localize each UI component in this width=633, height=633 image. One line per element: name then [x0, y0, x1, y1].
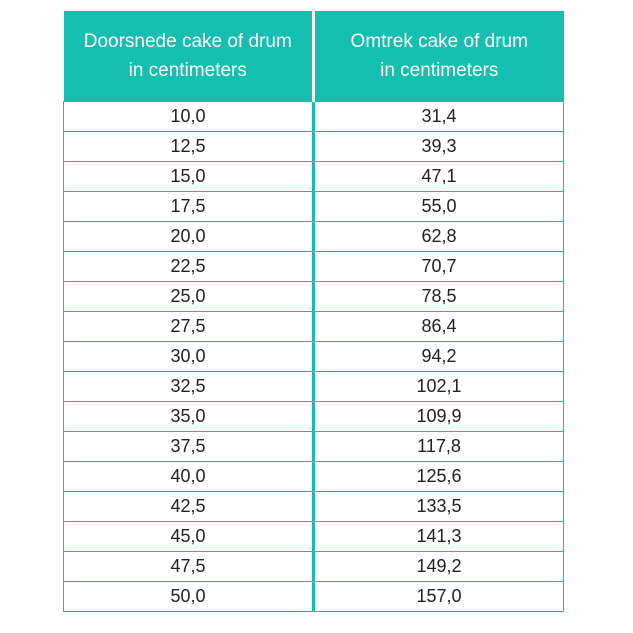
table-row: 40,0 125,6 — [63, 461, 564, 492]
table-row: 37,5 117,8 — [63, 431, 564, 462]
cell-diameter: 22,5 — [63, 251, 315, 282]
diameter-circumference-table: Doorsnede cake of drum in centimeters Om… — [63, 11, 564, 612]
table-row: 22,5 70,7 — [63, 251, 564, 282]
header-diameter-line1: Doorsnede cake of drum — [83, 31, 292, 52]
cell-diameter: 37,5 — [63, 431, 315, 462]
cell-diameter: 40,0 — [63, 461, 315, 492]
cell-circumference: 141,3 — [312, 521, 564, 552]
cell-diameter: 30,0 — [63, 341, 315, 372]
cell-diameter: 10,0 — [63, 101, 315, 132]
header-circumference-line2: in centimeters — [380, 60, 499, 81]
table-row: 27,5 86,4 — [63, 311, 564, 342]
table-row: 30,0 94,2 — [63, 341, 564, 372]
cell-diameter: 15,0 — [63, 161, 315, 192]
cell-diameter: 27,5 — [63, 311, 315, 342]
cell-diameter: 32,5 — [63, 371, 315, 402]
table-row: 47,5 149,2 — [63, 551, 564, 582]
cell-circumference: 86,4 — [312, 311, 564, 342]
cell-circumference: 31,4 — [312, 101, 564, 132]
table-header: Doorsnede cake of drum in centimeters Om… — [63, 11, 564, 102]
table-row: 20,0 62,8 — [63, 221, 564, 252]
table-row: 10,0 31,4 — [63, 101, 564, 132]
conversion-table-container: Doorsnede cake of drum in centimeters Om… — [63, 11, 564, 612]
table-row: 12,5 39,3 — [63, 131, 564, 162]
cell-circumference: 117,8 — [312, 431, 564, 462]
cell-diameter: 35,0 — [63, 401, 315, 432]
cell-circumference: 39,3 — [312, 131, 564, 162]
cell-circumference: 102,1 — [312, 371, 564, 402]
table-row: 35,0 109,9 — [63, 401, 564, 432]
cell-circumference: 157,0 — [312, 581, 564, 612]
table-row: 42,5 133,5 — [63, 491, 564, 522]
header-row: Doorsnede cake of drum in centimeters Om… — [63, 11, 564, 102]
cell-circumference: 78,5 — [312, 281, 564, 312]
cell-diameter: 20,0 — [63, 221, 315, 252]
cell-diameter: 50,0 — [63, 581, 315, 612]
table-row: 32,5 102,1 — [63, 371, 564, 402]
cell-circumference: 62,8 — [312, 221, 564, 252]
table-row: 17,5 55,0 — [63, 191, 564, 222]
cell-circumference: 70,7 — [312, 251, 564, 282]
cell-diameter: 12,5 — [63, 131, 315, 162]
cell-circumference: 125,6 — [312, 461, 564, 492]
header-diameter-line2: in centimeters — [128, 60, 247, 81]
table-row: 50,0 157,0 — [63, 581, 564, 612]
cell-diameter: 42,5 — [63, 491, 315, 522]
cell-circumference: 47,1 — [312, 161, 564, 192]
cell-circumference: 149,2 — [312, 551, 564, 582]
cell-diameter: 45,0 — [63, 521, 315, 552]
cell-circumference: 55,0 — [312, 191, 564, 222]
header-circumference-line1: Omtrek cake of drum — [350, 31, 528, 52]
header-circumference: Omtrek cake of drum in centimeters — [312, 11, 564, 102]
header-diameter: Doorsnede cake of drum in centimeters — [63, 11, 314, 102]
cell-circumference: 133,5 — [312, 491, 564, 522]
table-row: 25,0 78,5 — [63, 281, 564, 312]
table-row: 15,0 47,1 — [63, 161, 564, 192]
table-row: 45,0 141,3 — [63, 521, 564, 552]
cell-diameter: 17,5 — [63, 191, 315, 222]
cell-circumference: 109,9 — [312, 401, 564, 432]
table-body: 10,0 31,4 12,5 39,3 15,0 47,1 17,5 55,0 20,0 62,8… — [63, 101, 564, 612]
cell-diameter: 25,0 — [63, 281, 315, 312]
cell-diameter: 47,5 — [63, 551, 315, 582]
cell-circumference: 94,2 — [312, 341, 564, 372]
